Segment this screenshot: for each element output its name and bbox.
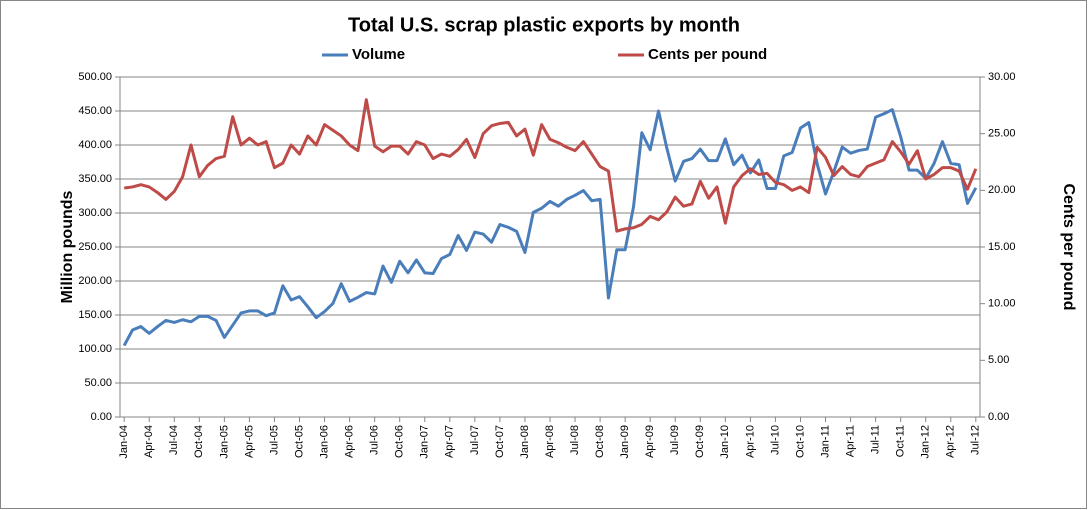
x-tick-label: Jul-05 (268, 425, 280, 455)
y2-tick-label: 0.00 (988, 411, 1009, 423)
x-tick-label: Jan-04 (118, 425, 130, 459)
x-tick-label: Apr-09 (644, 425, 656, 458)
y-tick-label: 100.00 (78, 343, 112, 355)
y-tick-label: 150.00 (78, 309, 112, 321)
x-tick-label: Jul-07 (469, 425, 481, 455)
x-tick-label: Jan-10 (719, 425, 731, 459)
x-tick-label: Apr-08 (544, 425, 556, 458)
y2-tick-label: 10.00 (988, 298, 1016, 310)
y-tick-label: 350.00 (78, 173, 112, 185)
series-line (122, 108, 978, 347)
x-tick-label: Oct-09 (694, 425, 706, 458)
x-tick-label: Apr-11 (844, 425, 856, 457)
x-tick-label: Apr-10 (744, 425, 756, 458)
x-tick-label: Jan-09 (619, 425, 631, 459)
legend-label: Volume (352, 46, 405, 63)
y2-tick-label: 5.00 (988, 354, 1009, 366)
x-tick-label: Oct-10 (794, 425, 806, 458)
y-tick-label: 200.00 (78, 275, 112, 287)
x-tick-label: Jul-12 (970, 425, 982, 455)
x-tick-label: Oct-05 (293, 425, 305, 458)
x-tick-label: Jan-08 (519, 425, 531, 459)
x-tick-label: Oct-07 (494, 425, 506, 458)
x-tick-label: Jul-10 (769, 425, 781, 455)
x-tick-label: Jul-04 (168, 425, 180, 455)
y-axis-label: Million pounds (59, 190, 76, 303)
x-tick-label: Oct-06 (394, 425, 406, 458)
x-tick-label: Jul-08 (569, 425, 581, 455)
x-tick-label: Oct-04 (193, 425, 205, 458)
y2-tick-label: 30.00 (988, 71, 1016, 83)
series-line (123, 98, 978, 233)
x-tick-label: Apr-05 (243, 425, 255, 458)
x-tick-label: Oct-11 (895, 425, 907, 457)
y-tick-label: 50.00 (84, 377, 112, 389)
x-tick-label: Jul-09 (669, 425, 681, 455)
y-tick-label: 300.00 (78, 207, 112, 219)
x-tick-label: Jan-11 (819, 425, 831, 458)
y-tick-label: 500.00 (78, 71, 112, 83)
y-tick-label: 450.00 (78, 105, 112, 117)
x-tick-label: Jul-06 (369, 425, 381, 455)
x-tick-label: Apr-07 (444, 425, 456, 458)
x-tick-label: Jan-07 (419, 425, 431, 459)
x-tick-label: Apr-12 (945, 425, 957, 458)
chart-title: Total U.S. scrap plastic exports by mont… (348, 14, 740, 36)
x-tick-label: Jan-05 (218, 425, 230, 459)
y2-tick-label: 25.00 (988, 128, 1016, 140)
y2-axis-label: Cents per pound (1060, 183, 1077, 310)
x-tick-label: Jan-06 (318, 425, 330, 459)
x-tick-label: Jan-12 (920, 425, 932, 459)
y-tick-label: 0.00 (91, 411, 112, 423)
x-tick-label: Apr-04 (143, 425, 155, 458)
x-tick-label: Oct-08 (594, 425, 606, 458)
y2-tick-label: 15.00 (988, 241, 1016, 253)
legend-label: Cents per pound (648, 46, 767, 63)
x-tick-label: Jul-11 (870, 425, 882, 454)
y-tick-label: 400.00 (78, 139, 112, 151)
y2-tick-label: 20.00 (988, 184, 1016, 196)
x-tick-label: Apr-06 (344, 425, 356, 458)
y-tick-label: 250.00 (78, 241, 112, 253)
